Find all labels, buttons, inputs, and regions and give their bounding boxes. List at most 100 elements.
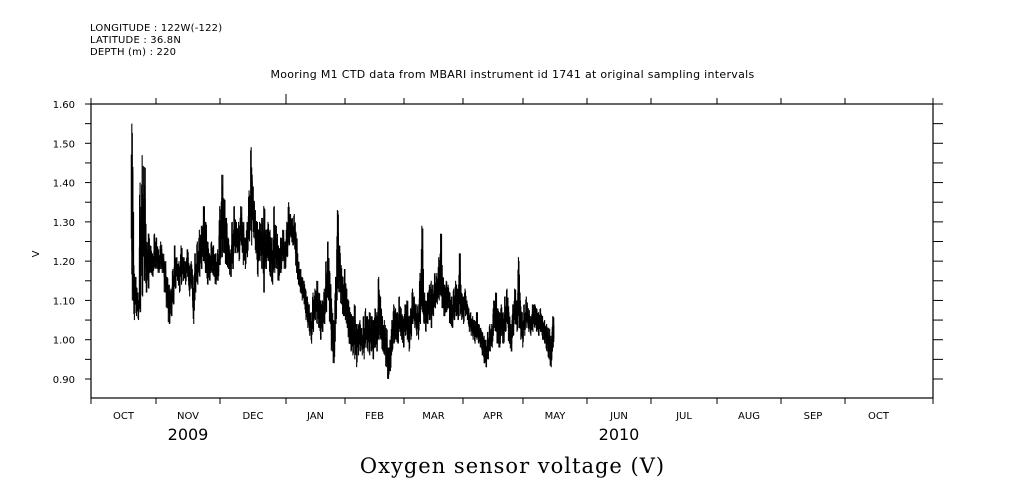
- x-tick-label: APR: [483, 411, 503, 422]
- data-point: [406, 311, 409, 329]
- data-point: [527, 314, 530, 326]
- data-point: [370, 326, 373, 342]
- data-point: [376, 323, 379, 341]
- data-point: [312, 303, 315, 321]
- data-point: [402, 324, 405, 339]
- data-point: [215, 262, 218, 276]
- data-point: [182, 263, 185, 275]
- data-point: [321, 309, 324, 324]
- data-point: [275, 237, 278, 257]
- data-point: [204, 236, 207, 259]
- data-point: [286, 231, 289, 248]
- data-point: [280, 247, 283, 264]
- data-point: [514, 298, 517, 315]
- data-point: [256, 237, 260, 262]
- data-point: [395, 317, 397, 331]
- data-point: [462, 304, 465, 317]
- data-point: [436, 281, 439, 296]
- x-tick-label: FEB: [365, 411, 384, 422]
- data-point: [235, 230, 239, 245]
- latitude-label: LATITUDE : 36.8N: [90, 35, 182, 46]
- data-point: [438, 269, 441, 289]
- data-point: [529, 321, 532, 331]
- data-point: [489, 331, 492, 344]
- data-point: [160, 249, 163, 262]
- data-point: [497, 318, 499, 334]
- data-point: [295, 244, 298, 262]
- data-point: [346, 299, 349, 317]
- data-point: [412, 298, 414, 315]
- data-point: [372, 331, 375, 349]
- data-point: [333, 332, 336, 352]
- data-point: [430, 293, 433, 315]
- data-point: [391, 328, 394, 343]
- data-point: [485, 347, 488, 360]
- data-point: [365, 319, 367, 337]
- data-point: [455, 290, 458, 307]
- data-point: [359, 328, 362, 343]
- data-point: [174, 257, 177, 277]
- data-point: [147, 249, 150, 274]
- data-point: [498, 322, 501, 338]
- data-point: [252, 200, 255, 224]
- data-point: [428, 294, 431, 311]
- data-point: [516, 309, 518, 324]
- data-point: [202, 221, 205, 246]
- data-point: [248, 204, 251, 228]
- data-point: [453, 297, 456, 312]
- data-point: [178, 269, 181, 284]
- data-point: [301, 283, 304, 294]
- data-point: [383, 329, 386, 346]
- data-point: [288, 214, 291, 234]
- data-series: [130, 123, 555, 379]
- data-point: [196, 253, 199, 273]
- data-point: [154, 243, 157, 260]
- year-label: 2010: [599, 425, 640, 444]
- x-tick-label: JUL: [675, 411, 692, 422]
- y-tick-label: 1.60: [53, 100, 75, 111]
- data-point: [306, 305, 309, 320]
- data-point: [552, 324, 555, 339]
- data-point: [139, 218, 142, 276]
- x-tick-label: JAN: [306, 411, 324, 422]
- data-point: [158, 255, 161, 267]
- data-point: [219, 222, 222, 249]
- data-point: [408, 326, 411, 342]
- data-point: [314, 297, 317, 312]
- y-tick-label: 1.20: [53, 257, 75, 268]
- data-point: [531, 312, 534, 325]
- x-tick-label: NOV: [177, 411, 199, 422]
- data-point: [164, 269, 167, 284]
- data-point: [213, 254, 216, 269]
- data-point: [447, 291, 450, 302]
- data-point: [305, 297, 307, 312]
- data-point: [449, 301, 452, 316]
- data-point: [170, 296, 173, 309]
- x-tick-label: OCT: [113, 411, 135, 422]
- data-point: [500, 313, 503, 327]
- data-point: [186, 257, 189, 270]
- data-point: [145, 255, 148, 279]
- data-point: [135, 287, 138, 306]
- data-point: [542, 322, 545, 334]
- data-point: [546, 331, 549, 344]
- data-point: [398, 306, 401, 322]
- data-point: [353, 319, 356, 344]
- data-point: [348, 312, 351, 332]
- data-point: [271, 250, 274, 272]
- data-point: [517, 277, 520, 309]
- data-point: [217, 258, 220, 272]
- data-point: [223, 213, 226, 238]
- data-point: [329, 287, 332, 310]
- x-axis: OCT NOV DEC JAN FEB MAR APR MAY JUN JUL AUG SEP OCT 2…: [90, 94, 934, 444]
- data-point: [374, 319, 377, 337]
- x-axis-label: Oxygen sensor voltage (V): [359, 454, 666, 478]
- data-point: [445, 289, 448, 304]
- data-point: [336, 232, 339, 267]
- data-point: [425, 309, 428, 324]
- data-point: [166, 285, 169, 300]
- data-point: [143, 198, 146, 249]
- data-point: [504, 306, 507, 322]
- data-point: [533, 310, 536, 322]
- data-point: [338, 258, 341, 280]
